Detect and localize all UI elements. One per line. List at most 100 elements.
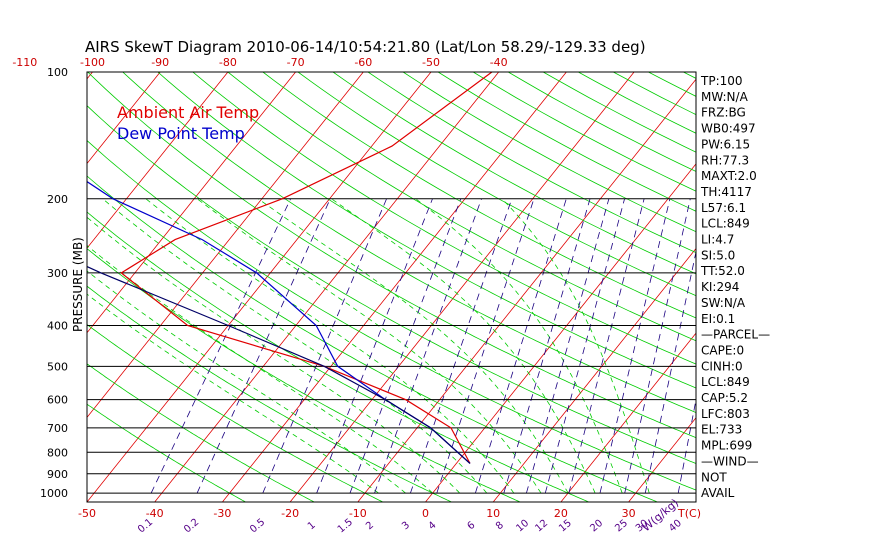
bottom-temp-tick-label: 30: [622, 507, 636, 520]
index-label: LFC:803: [701, 407, 750, 421]
bottom-temp-tick-label: -50: [78, 507, 96, 520]
top-temp-tick-label: -70: [287, 56, 305, 69]
index-label: NOT: [701, 470, 727, 484]
pressure-tick-label: 800: [47, 446, 68, 459]
isotherm-line: [87, 72, 296, 334]
index-label: AVAIL: [701, 486, 735, 500]
pressure-tick-label: 600: [47, 394, 68, 407]
dry-adiabat-line: [87, 139, 696, 491]
mixing-ratio-tick-label: 0.2: [182, 517, 201, 536]
isotherm-line: [628, 417, 696, 502]
mixing-ratio-tick-label: 40: [667, 518, 684, 535]
top-temp-tick-label: -50: [422, 56, 440, 69]
mixing-ratio-line: [374, 198, 482, 494]
mixing-ratio-line: [568, 198, 645, 494]
pressure-tick-label: 900: [47, 468, 68, 481]
isotherm-line: [425, 163, 696, 502]
isotherm-line: [222, 72, 567, 502]
dewpoint-line: [87, 180, 471, 464]
x-axis-label: T(C): [677, 507, 701, 520]
mixing-ratio-line: [262, 198, 387, 494]
bottom-temp-tick-label: -10: [349, 507, 367, 520]
mixing-ratio-line: [526, 198, 610, 494]
mixing-ratio-line: [196, 198, 331, 494]
mixing-ratio-line: [436, 198, 535, 494]
moist-adiabat-line: [331, 198, 596, 494]
isotherm-line: [154, 72, 500, 502]
mixing-ratio-line: [644, 249, 696, 494]
dry-adiabat-line: [87, 248, 521, 502]
dry-adiabat-line: [367, 72, 696, 253]
isotherm-line: [492, 247, 696, 502]
legend-dewpoint: Dew Point Temp: [117, 124, 245, 143]
mixing-ratio-line: [475, 198, 567, 494]
mixing-ratio-tick-label: 2: [364, 520, 376, 533]
top-temp-tick-label: -100: [80, 56, 105, 69]
mixing-ratio-tick-label: 12: [533, 518, 550, 535]
pressure-tick-label: 100: [47, 66, 68, 79]
bottom-temp-tick-label: -40: [146, 507, 164, 520]
index-label: MAXT:2.0: [701, 169, 757, 183]
index-label: —WIND—: [701, 454, 759, 468]
isotherm-line: [87, 72, 161, 165]
dry-adiabat-line: [87, 403, 246, 502]
mixing-ratio-line: [599, 198, 671, 494]
bottom-temp-axis: -50 -40 -30 -20 -10 0 10 20 30: [78, 507, 636, 520]
index-label: KI:294: [701, 280, 739, 294]
legend: Ambient Air Temp Dew Point Temp: [117, 103, 259, 143]
top-temp-axis: -120-110-100-90-80-70-60-50-40: [12, 56, 507, 69]
dry-adiabat-line: [122, 72, 696, 413]
dry-adiabat-line: [192, 72, 696, 365]
dry-adiabat-line: [87, 72, 696, 439]
mixing-ratio-line: [349, 198, 462, 494]
top-temp-tick-label: -90: [151, 56, 169, 69]
dry-adiabat-line: [507, 72, 696, 172]
index-label: SW:N/A: [701, 296, 746, 310]
pressure-axis: 100 200 300 400 500 600 700 800 900 1000: [40, 66, 68, 500]
plot-frame: [86, 71, 697, 503]
top-temp-tick-label: -80: [219, 56, 237, 69]
isotherm-line: [87, 72, 432, 502]
index-label: —PARCEL—: [701, 328, 770, 342]
mixing-ratio-tick-label: 10: [514, 518, 531, 535]
index-label: SI:5.0: [701, 248, 735, 262]
moist-adiabat-line: [145, 198, 515, 494]
index-label: CAP:5.2: [701, 391, 748, 405]
ambient-temp-line: [120, 72, 493, 464]
mixing-ratio-tick-label: 20: [588, 518, 605, 535]
mixing-ratio-line: [316, 198, 433, 494]
index-label: RH:77.3: [701, 153, 749, 167]
bottom-temp-tick-label: 20: [554, 507, 568, 520]
dry-adiabat-line: [87, 175, 658, 502]
mixing-ratio-tick-label: 4: [427, 520, 439, 533]
isotherm-line: [87, 72, 229, 249]
index-label: TT:52.0: [700, 264, 745, 278]
pressure-tick-label: 500: [47, 360, 68, 373]
index-label: L57:6.1: [701, 201, 746, 215]
grid-lines: [87, 72, 870, 502]
index-label: MPL:699: [701, 439, 752, 453]
isotherm-line: [560, 332, 696, 502]
isotherm-line: [87, 72, 364, 419]
index-label: MW:N/A: [701, 90, 749, 104]
mixing-ratio-tick-label: 0.5: [248, 517, 267, 536]
index-label: EI:0.1: [701, 312, 735, 326]
dry-adiabat-line: [332, 72, 696, 275]
isotherm-line: [832, 72, 870, 502]
bottom-temp-tick-label: -20: [281, 507, 299, 520]
dry-adiabat-line: [472, 72, 696, 192]
index-label: TH:4117: [700, 185, 752, 199]
legend-ambient: Ambient Air Temp: [117, 103, 259, 122]
mixing-ratio-line: [150, 198, 291, 494]
dry-adiabat-line: [297, 72, 696, 297]
dry-adiabat-line: [402, 72, 696, 233]
pressure-tick-label: 1000: [40, 487, 68, 500]
chart-title: AIRS SkewT Diagram 2010-06-14/10:54:21.8…: [85, 38, 646, 56]
bottom-temp-tick-label: 10: [486, 507, 500, 520]
top-temp-tick-label: -60: [354, 56, 372, 69]
mixing-ratio-line: [624, 198, 691, 494]
index-label: PW:6.15: [701, 137, 750, 151]
top-temp-tick-label: -110: [12, 56, 37, 69]
index-label: EL:733: [701, 423, 742, 437]
